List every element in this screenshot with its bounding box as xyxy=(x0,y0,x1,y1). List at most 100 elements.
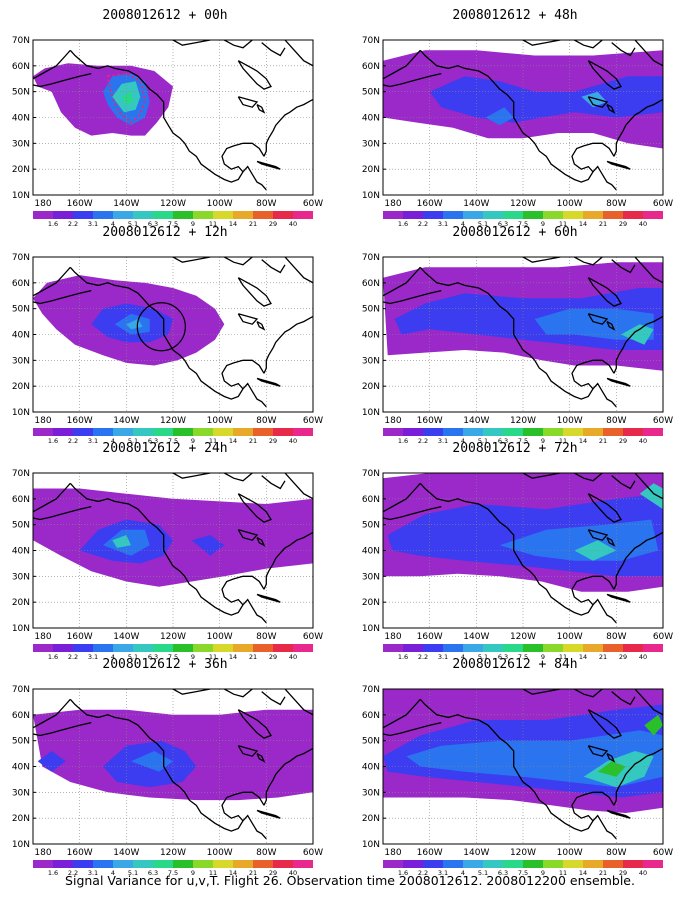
coastline xyxy=(223,689,253,698)
colorbar-label: 6.3 xyxy=(498,220,508,228)
panel-title: 2008012612 + 36h xyxy=(102,657,228,672)
x-tick-label: 60W xyxy=(653,416,673,426)
x-tick-label: 60W xyxy=(303,199,323,209)
coastline xyxy=(383,49,421,80)
y-tick-label: 30N xyxy=(362,572,380,582)
colorbar-swatch xyxy=(483,211,503,219)
chart-panel-36h: 2008012612 + 36h 10N 20N 30N 40N 50N 60N 70N 180… xyxy=(0,657,330,877)
coastline xyxy=(69,482,267,624)
y-tick-label: 20N xyxy=(362,382,380,392)
colorbar-label: 14 xyxy=(579,437,587,445)
colorbar-swatch xyxy=(603,211,623,219)
colorbar-label: 7.5 xyxy=(168,869,178,877)
colorbar-swatch xyxy=(503,860,523,868)
colorbar-swatch xyxy=(423,428,443,436)
coastline xyxy=(237,60,272,90)
colorbar-swatch xyxy=(53,211,73,219)
colorbar-swatch xyxy=(193,428,213,436)
colorbar-swatch xyxy=(213,428,233,436)
colorbar-label: 3.1 xyxy=(88,653,98,661)
coastline xyxy=(383,266,421,297)
y-tick-label: 70N xyxy=(12,469,30,479)
colorbar-swatch xyxy=(623,644,643,652)
colorbar-label: 2.2 xyxy=(68,220,78,228)
x-tick-label: 160W xyxy=(417,416,443,426)
colorbar-swatch xyxy=(623,860,643,868)
colorbar-swatch xyxy=(153,428,173,436)
x-tick-label: 80W xyxy=(256,199,276,209)
coastline xyxy=(611,259,636,274)
coastline xyxy=(221,575,265,606)
coastline xyxy=(221,359,265,390)
colorbar-swatch xyxy=(113,860,133,868)
chart-panel-00h: 2008012612 + 00h 10N 20N 30N 40N 50N 60N 70N 180… xyxy=(0,8,330,228)
x-tick-label: 60W xyxy=(303,632,323,642)
colorbar-label: 5.1 xyxy=(478,869,488,877)
panel-title: 2008012612 + 72h xyxy=(452,441,578,456)
variance-contour xyxy=(534,308,654,340)
coastline xyxy=(237,745,259,757)
colorbar-label: 7.5 xyxy=(518,869,528,877)
x-tick-label: 100W xyxy=(557,848,583,858)
x-tick-label: 80W xyxy=(606,416,626,426)
colorbar-label: 1.6 xyxy=(48,869,58,877)
colorbar-label: 4 xyxy=(111,437,115,445)
coastline xyxy=(237,313,259,325)
map-plot: 10N 20N 30N 40N 50N 60N 70N 180 160W 140W 120W 100W… xyxy=(12,36,323,228)
colorbar-swatch xyxy=(173,644,193,652)
coastline xyxy=(284,257,313,284)
coastline xyxy=(237,277,272,307)
x-tick-label: 80W xyxy=(606,632,626,642)
coastline xyxy=(223,40,253,49)
colorbar-swatch xyxy=(643,644,663,652)
colorbar-label: 40 xyxy=(639,220,647,228)
colorbar-swatch xyxy=(423,211,443,219)
colorbar-label: 2.2 xyxy=(418,653,428,661)
y-tick-label: 40N xyxy=(12,114,30,124)
coastline xyxy=(256,809,281,819)
colorbar-label: 3.1 xyxy=(438,653,448,661)
y-tick-label: 40N xyxy=(362,547,380,557)
x-tick-label: 120W xyxy=(510,416,536,426)
colorbar-swatch xyxy=(173,211,193,219)
coastline xyxy=(33,266,71,297)
colorbar-label: 5.1 xyxy=(128,437,138,445)
colorbar-swatch xyxy=(643,860,663,868)
x-tick-label: 140W xyxy=(113,199,139,209)
y-tick-label: 70N xyxy=(362,469,380,479)
colorbar-swatch xyxy=(583,860,603,868)
coastline xyxy=(383,289,442,305)
x-tick-label: 60W xyxy=(303,416,323,426)
colorbar-label: 21 xyxy=(599,220,607,228)
colorbar-label: 29 xyxy=(269,220,277,228)
coastline xyxy=(522,473,561,479)
colorbar-label: 9 xyxy=(191,437,195,445)
x-tick-label: 140W xyxy=(463,416,489,426)
colorbar-label: 1.6 xyxy=(398,869,408,877)
x-tick-label: 120W xyxy=(160,848,186,858)
y-tick-label: 70N xyxy=(362,36,380,46)
y-tick-label: 70N xyxy=(12,253,30,263)
colorbar-swatch xyxy=(93,211,113,219)
colorbar-label: 11 xyxy=(209,653,217,661)
colorbar-label: 5.1 xyxy=(128,220,138,228)
colorbar-swatch xyxy=(523,211,543,219)
map-plot: 10N 20N 30N 40N 50N 60N 70N 180 160W 140W 120W 100W… xyxy=(12,253,323,445)
colorbar-swatch xyxy=(153,211,173,219)
coastline xyxy=(613,747,663,806)
colorbar-swatch xyxy=(423,860,443,868)
y-tick-label: 30N xyxy=(12,139,30,149)
colorbar-swatch xyxy=(33,428,53,436)
coastline xyxy=(587,96,609,108)
y-tick-label: 40N xyxy=(362,331,380,341)
x-tick-label: 80W xyxy=(606,848,626,858)
colorbar-swatch xyxy=(193,211,213,219)
panel-title: 2008012612 + 24h xyxy=(102,441,228,456)
coastline xyxy=(522,689,561,695)
coastline xyxy=(606,104,616,114)
colorbar-label: 7.5 xyxy=(168,220,178,228)
y-tick-label: 40N xyxy=(362,763,380,773)
x-tick-label: 100W xyxy=(557,632,583,642)
variance-contour xyxy=(644,714,663,736)
coastline xyxy=(256,321,266,331)
